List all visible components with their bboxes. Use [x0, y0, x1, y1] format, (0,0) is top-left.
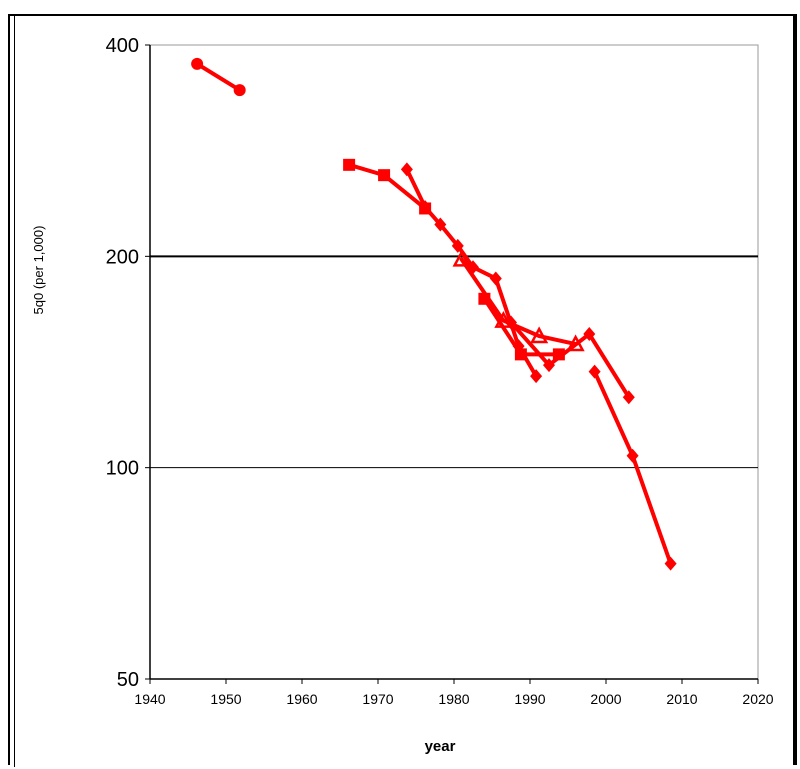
series-3-point-6 — [489, 271, 502, 286]
x-tick-label-2000: 2000 — [590, 691, 621, 707]
series-3-point-3 — [434, 217, 447, 232]
series-7-point-1 — [588, 364, 601, 379]
series-3-point-1 — [400, 162, 413, 177]
y-tick-label-100: 100 — [106, 458, 139, 480]
series-2-point-2 — [378, 169, 391, 182]
series-1-point-1 — [191, 57, 204, 70]
chart-frame — [8, 14, 797, 767]
series-7 — [588, 364, 677, 571]
series-1 — [191, 57, 246, 97]
series-layer — [191, 57, 677, 571]
x-tick-labels: 1940 1950 1960 1970 1980 1990 2000 2010 2020 — [134, 691, 773, 707]
series-6-point-2 — [543, 358, 555, 373]
series-2 — [343, 158, 432, 215]
series-5-point-2 — [514, 348, 527, 361]
series-1-line — [195, 61, 242, 93]
x-tick-label-1970: 1970 — [362, 691, 393, 707]
x-tick-label-1960: 1960 — [286, 691, 317, 707]
axes — [145, 44, 759, 684]
y-tick-label-200: 200 — [106, 246, 139, 268]
series-7-point-3 — [664, 556, 677, 571]
x-tick-label-2020: 2020 — [742, 691, 773, 707]
plot-background — [149, 44, 759, 680]
series-3-point-4 — [451, 238, 464, 253]
y-tick-label-50: 50 — [117, 669, 139, 691]
y-tick-label-400: 400 — [106, 35, 139, 57]
series-6-point-4 — [622, 390, 635, 405]
series-4-point-3 — [530, 326, 549, 344]
series-6-point-3 — [583, 327, 596, 342]
x-tick-label-2010: 2010 — [666, 691, 697, 707]
series-6-point-1 — [505, 315, 517, 330]
series-1-point-2 — [233, 84, 246, 97]
y-tick-labels: 400 200 100 50 — [106, 35, 139, 691]
series-2-point-1 — [343, 158, 356, 171]
x-tick-label-1950: 1950 — [210, 691, 241, 707]
x-tick-label-1980: 1980 — [438, 691, 469, 707]
x-tick-label-1990: 1990 — [514, 691, 545, 707]
series-4-point-1 — [452, 249, 471, 267]
plot-area — [149, 44, 759, 680]
series-7-point-2 — [626, 448, 639, 463]
series-6 — [505, 315, 635, 405]
series-3-point-2 — [419, 200, 432, 215]
gridlines — [150, 255, 758, 469]
y-axis-label: 5q0 (per 1,000) — [31, 226, 46, 315]
series-6-line — [509, 320, 631, 400]
x-axis-label: year — [425, 738, 456, 755]
series-3-point-8 — [530, 369, 543, 384]
x-tick-label-1940: 1940 — [134, 691, 165, 707]
frame-inner-line — [14, 16, 15, 767]
series-4-line — [459, 257, 578, 347]
series-5-point-1 — [478, 292, 491, 305]
